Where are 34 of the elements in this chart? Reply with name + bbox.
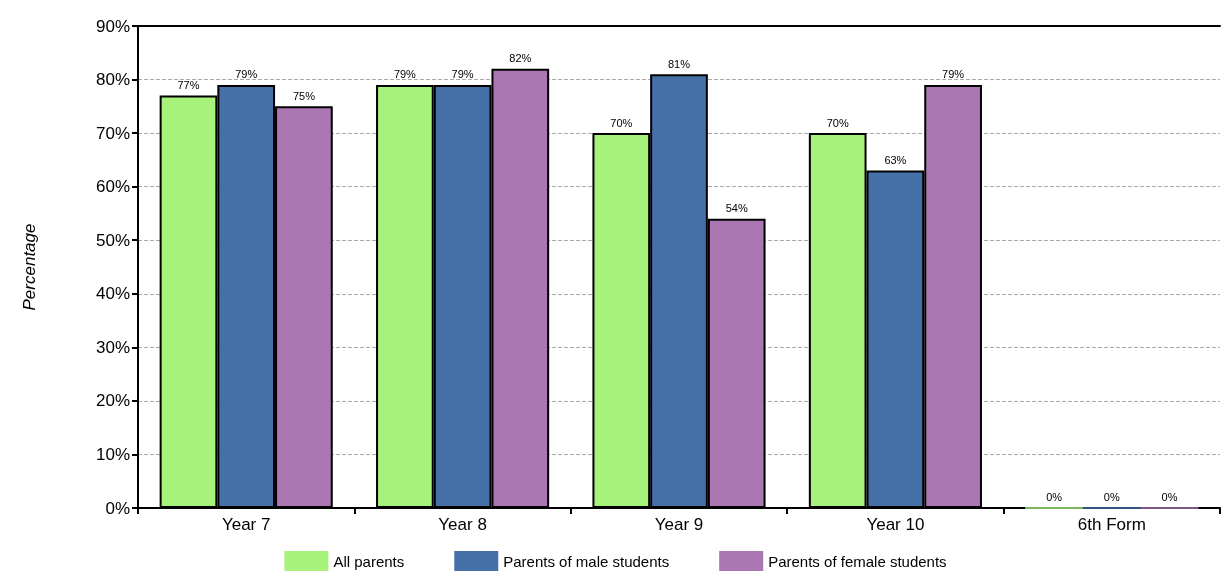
y-tick-label: 50% (95, 230, 130, 250)
data-label: 82% (509, 52, 532, 65)
data-label: 0% (1103, 491, 1120, 503)
data-label: 81% (667, 57, 691, 70)
data-label: 79% (451, 68, 474, 81)
x-tick-label: Year 7 (221, 515, 271, 534)
data-label: 0% (1046, 491, 1063, 503)
x-tick-label: Year 8 (438, 515, 487, 534)
y-tick-label: 70% (95, 123, 130, 143)
x-tick-label: 6th Form (1077, 515, 1146, 534)
data-label: 79% (942, 68, 965, 81)
y-tick-label: 80% (95, 70, 130, 90)
legend-label: Parents of female students (768, 552, 947, 570)
data-label: 70% (610, 116, 633, 129)
y-tick-label: 90% (95, 16, 130, 36)
x-tick-label: Year 10 (866, 515, 925, 534)
legend-label: All parents (333, 552, 405, 570)
data-label: 75% (292, 89, 316, 102)
data-label: 77% (177, 79, 200, 92)
y-tick-label: 40% (95, 284, 130, 304)
y-tick-label: 30% (95, 337, 130, 357)
y-tick-label: 0% (105, 498, 130, 518)
data-label: 0% (1161, 491, 1178, 503)
data-label: 63% (884, 154, 907, 167)
data-label: 79% (393, 68, 417, 81)
legend-label: Parents of male students (503, 552, 670, 570)
y-tick-label: 10% (95, 444, 130, 464)
data-label: 79% (235, 68, 258, 81)
x-tick-label: Year 9 (654, 515, 704, 534)
y-axis-title: Percentage (20, 223, 39, 311)
y-tick-label: 20% (95, 391, 130, 411)
y-tick-label: 60% (95, 177, 130, 197)
data-label: 54% (725, 202, 748, 215)
data-label: 70% (826, 116, 849, 129)
